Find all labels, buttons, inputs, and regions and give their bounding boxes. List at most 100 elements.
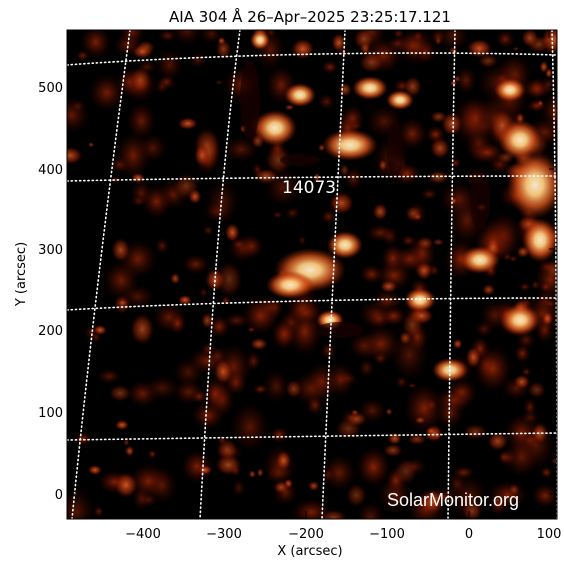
dark-lane [470, 170, 490, 230]
emission-patch [380, 280, 398, 293]
network-patch [474, 320, 495, 338]
network-patch [155, 78, 169, 95]
network-patch [109, 156, 130, 174]
y-tick-label: 100 [38, 406, 63, 421]
network-patch [495, 30, 515, 49]
grid-line [447, 30, 456, 519]
emission-patch [508, 483, 520, 496]
network-patch [340, 104, 365, 132]
grid-line [321, 30, 346, 519]
emission-patch [285, 379, 303, 399]
emission-patch [265, 145, 292, 175]
plot-frame [66, 29, 558, 520]
emission-patch [441, 111, 463, 137]
y-tick-labels: 0 100 200 300 400 500 [38, 81, 63, 503]
solar-image-area [67, 30, 557, 519]
emission-patch [432, 238, 445, 246]
x-axis-label: X (arcsec) [277, 544, 342, 559]
grid-line [71, 30, 131, 519]
network-patch [148, 449, 157, 459]
network-patch [321, 454, 357, 491]
emission-patch [125, 445, 135, 457]
active-region-brightening [284, 83, 316, 107]
emission-patch [434, 431, 441, 440]
emission-patch [466, 38, 492, 59]
emission-patch [541, 311, 554, 326]
active-region-brightening [386, 90, 414, 110]
grid-line [199, 30, 241, 519]
grid-line [67, 52, 557, 66]
bright-speck [93, 325, 107, 335]
network-patch [420, 187, 438, 201]
emission-patch [399, 331, 412, 345]
emission-patch [346, 483, 367, 507]
emission-patch [173, 173, 200, 199]
emission-patch [536, 100, 544, 107]
active-region-label: 14073 [282, 178, 336, 198]
network-patch [523, 398, 537, 417]
network-patch [141, 184, 172, 219]
emission-patch [487, 431, 509, 451]
emission-patch [253, 168, 279, 184]
active-region-brightening [498, 120, 542, 160]
network-patch [119, 30, 145, 47]
network-patch [321, 60, 339, 74]
x-tick-label: −400 [125, 527, 161, 542]
emission-patch [256, 468, 264, 478]
bright-speck [131, 173, 145, 183]
network-patch [320, 209, 337, 224]
network-patch [126, 102, 157, 140]
network-patch [439, 181, 479, 217]
active-region-brightening [494, 78, 526, 102]
network-patch [287, 301, 324, 324]
emission-patch [462, 500, 483, 519]
network-patch [230, 401, 270, 452]
emission-patch [308, 480, 320, 491]
emission-patch [385, 408, 393, 416]
emission-patch [284, 104, 295, 111]
active-region-brightening [522, 218, 557, 262]
network-patch [155, 49, 184, 81]
network-patch [305, 362, 339, 401]
emission-patch [393, 458, 418, 485]
network-patch [284, 206, 301, 220]
x-tick-label: −200 [288, 527, 324, 542]
emission-patch [250, 337, 268, 351]
grid-line [67, 175, 557, 182]
network-patch [172, 357, 204, 388]
emission-patch [194, 144, 210, 167]
network-patch [231, 238, 247, 251]
network-patch [110, 176, 121, 183]
network-patch [356, 447, 391, 487]
emission-patch [331, 33, 347, 52]
y-tick-label: 500 [38, 81, 63, 96]
network-patch [168, 312, 187, 335]
emission-patch [216, 438, 238, 461]
emission-patch [338, 82, 352, 97]
network-patch [274, 321, 296, 346]
emission-patch [378, 159, 388, 172]
x-tick-label: 0 [465, 527, 473, 542]
emission-patch [216, 261, 243, 298]
network-patch [320, 341, 337, 360]
network-patch [540, 466, 553, 479]
emission-patch [130, 313, 155, 345]
emission-patch [403, 76, 422, 98]
emission-patch [109, 384, 132, 402]
y-tick-label: 0 [55, 488, 63, 503]
emission-patch [407, 433, 427, 445]
emission-patch [541, 30, 557, 56]
emission-patch [426, 427, 436, 435]
emission-patch [248, 470, 256, 479]
emission-patch [427, 170, 449, 184]
emission-patch [313, 173, 320, 182]
emission-patch [414, 416, 426, 424]
dark-lane [387, 122, 403, 178]
active-region-brightening [322, 129, 378, 161]
emission-patch [340, 163, 350, 177]
emission-patch [383, 443, 403, 457]
emission-patch [213, 359, 233, 385]
emission-patch [527, 381, 546, 399]
network-patch [232, 478, 246, 497]
